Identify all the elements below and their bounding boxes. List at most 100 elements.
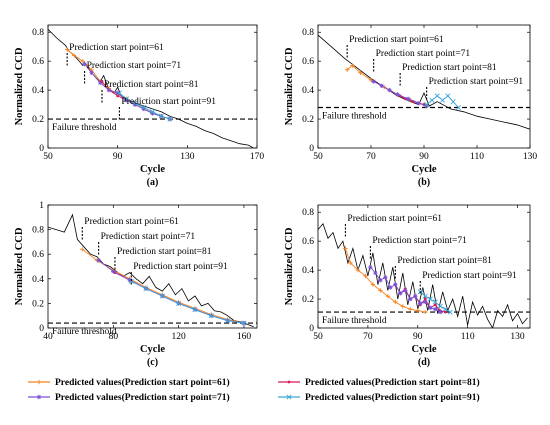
predicted-point — [241, 320, 247, 326]
predicted-point — [106, 87, 112, 93]
predicted-point — [427, 296, 433, 302]
predicted-point — [447, 309, 453, 315]
y-tick-label: 0.4 — [302, 266, 314, 276]
predicted-point — [398, 291, 403, 296]
prediction-start-label: Prediction start point=71 — [376, 49, 471, 59]
predicted-point — [348, 260, 353, 266]
legend-item-2: Predicted values(Prediction start point=… — [278, 377, 480, 388]
predicted-point — [132, 102, 138, 107]
prediction-start-label: Prediction start point=81 — [117, 247, 212, 257]
predicted-point — [378, 288, 383, 293]
y-tick-label: 0.2 — [32, 115, 44, 125]
predicted-series-4 — [128, 278, 247, 326]
x-tick-label: 130 — [523, 152, 538, 162]
plot-frame — [317, 204, 531, 329]
failure-threshold-label: Failure threshold — [52, 123, 117, 133]
x-tick-label: 70 — [363, 332, 373, 342]
predicted-point — [128, 278, 134, 284]
y-tick-label: 0.8 — [302, 208, 314, 218]
failure-threshold-label: Failure threshold — [322, 316, 387, 326]
predicted-point — [388, 285, 393, 290]
y-tick-label: 0.4 — [302, 86, 314, 96]
predicted-point — [408, 306, 413, 312]
plot-frame — [47, 24, 258, 149]
predicted-point — [192, 307, 198, 313]
x-tick-label: 90 — [413, 332, 423, 342]
predicted-point — [379, 83, 384, 88]
prediction-start-label: Prediction start point=71 — [372, 236, 467, 246]
predicted-point — [418, 301, 423, 306]
y-tick-label: 0.6 — [32, 250, 44, 260]
y-tick-label: 0.2 — [32, 299, 44, 309]
predicted-point — [80, 247, 85, 252]
predicted-point — [413, 293, 418, 299]
legend-label: Predicted values(Prediction start point=… — [305, 377, 480, 388]
predicted-point — [150, 111, 155, 116]
predicted-point — [343, 246, 348, 251]
prediction-start-label: Prediction start point=71 — [101, 232, 196, 242]
legend-item-4: Predicted values(Prediction start point=… — [278, 392, 480, 403]
legend-swatch-marker — [286, 394, 292, 400]
plot-area — [48, 29, 257, 148]
chart-panel-a: 50 90 130 170 0 0.2 0.4 0.6 0.8 Cycle Normalized C… — [14, 24, 265, 188]
y-tick-label: 0.8 — [32, 28, 44, 38]
predicted-point — [405, 96, 411, 101]
x-tick-label: 130 — [510, 332, 525, 342]
predicted-point — [378, 278, 383, 283]
y-tick-label: 0.6 — [302, 237, 314, 247]
predicted-point — [440, 97, 446, 103]
predicted-point — [433, 303, 437, 307]
predicted-point — [408, 296, 413, 302]
predicted-point — [393, 299, 398, 305]
y-tick-label: 0 — [309, 144, 314, 154]
x-tick-label: 40 — [43, 332, 53, 342]
x-tick-label: 50 — [43, 152, 53, 162]
predicted-point — [438, 309, 443, 315]
x-tick-label: 130 — [180, 152, 195, 162]
prediction-start-label: Prediction start point=91 — [121, 97, 216, 107]
y-axis-label: Normalized CCD — [14, 227, 25, 305]
predicted-point — [208, 313, 214, 319]
predicted-point — [423, 299, 428, 305]
x-axis-label: Cycle — [411, 164, 436, 175]
predicted-series-3 — [368, 265, 443, 315]
legend-item-3: Predicted values(Prediction start point=… — [28, 392, 230, 403]
predicted-point — [143, 286, 149, 292]
predicted-series-4 — [424, 93, 461, 111]
predicted-point — [445, 93, 451, 99]
panel-tag: (c) — [147, 357, 158, 368]
predicted-point — [167, 116, 173, 122]
x-tick-label: 50 — [313, 152, 323, 162]
prediction-start-label: Prediction start point=81 — [104, 80, 199, 90]
predicted-point — [158, 113, 164, 119]
predicted-series-1 — [343, 246, 428, 315]
predicted-point — [423, 309, 428, 315]
failure-threshold-label: Failure threshold — [322, 111, 387, 121]
y-axis-label: Normalized CCD — [284, 227, 295, 305]
y-tick-label: 0.4 — [32, 86, 44, 96]
panel-tag: (a) — [147, 177, 159, 188]
prediction-start-label: Prediction start point=71 — [87, 61, 182, 71]
x-tick-label: 170 — [250, 152, 265, 162]
prediction-start-label: Prediction start point=61 — [349, 35, 444, 45]
plot-frame — [47, 204, 258, 329]
prediction-start-label: Prediction start point=91 — [422, 271, 517, 281]
y-tick-label: 0.2 — [302, 295, 314, 305]
predicted-point — [423, 297, 427, 301]
chart-panel-b: 50 70 90 110 130 0 0.2 0.4 0.6 0.8 Cycle Normalized… — [284, 24, 538, 188]
predicted-point — [387, 87, 392, 93]
predicted-point — [132, 100, 138, 106]
x-tick-label: 80 — [109, 332, 119, 342]
chart-panel-c: 40 80 120 160 0 0.2 0.4 0.6 0.8 1 Cycle Normalized … — [14, 201, 258, 368]
x-tick-label: 160 — [237, 332, 252, 342]
x-axis-label: Cycle — [140, 344, 165, 355]
predicted-point — [159, 293, 165, 299]
legend-label: Predicted values(Prediction start point=… — [55, 377, 230, 388]
plot-area — [48, 213, 257, 328]
predicted-point — [149, 109, 156, 115]
predicted-point — [115, 90, 120, 96]
predicted-point — [124, 98, 129, 103]
predicted-point — [373, 270, 378, 276]
legend-swatch-marker — [287, 380, 291, 384]
